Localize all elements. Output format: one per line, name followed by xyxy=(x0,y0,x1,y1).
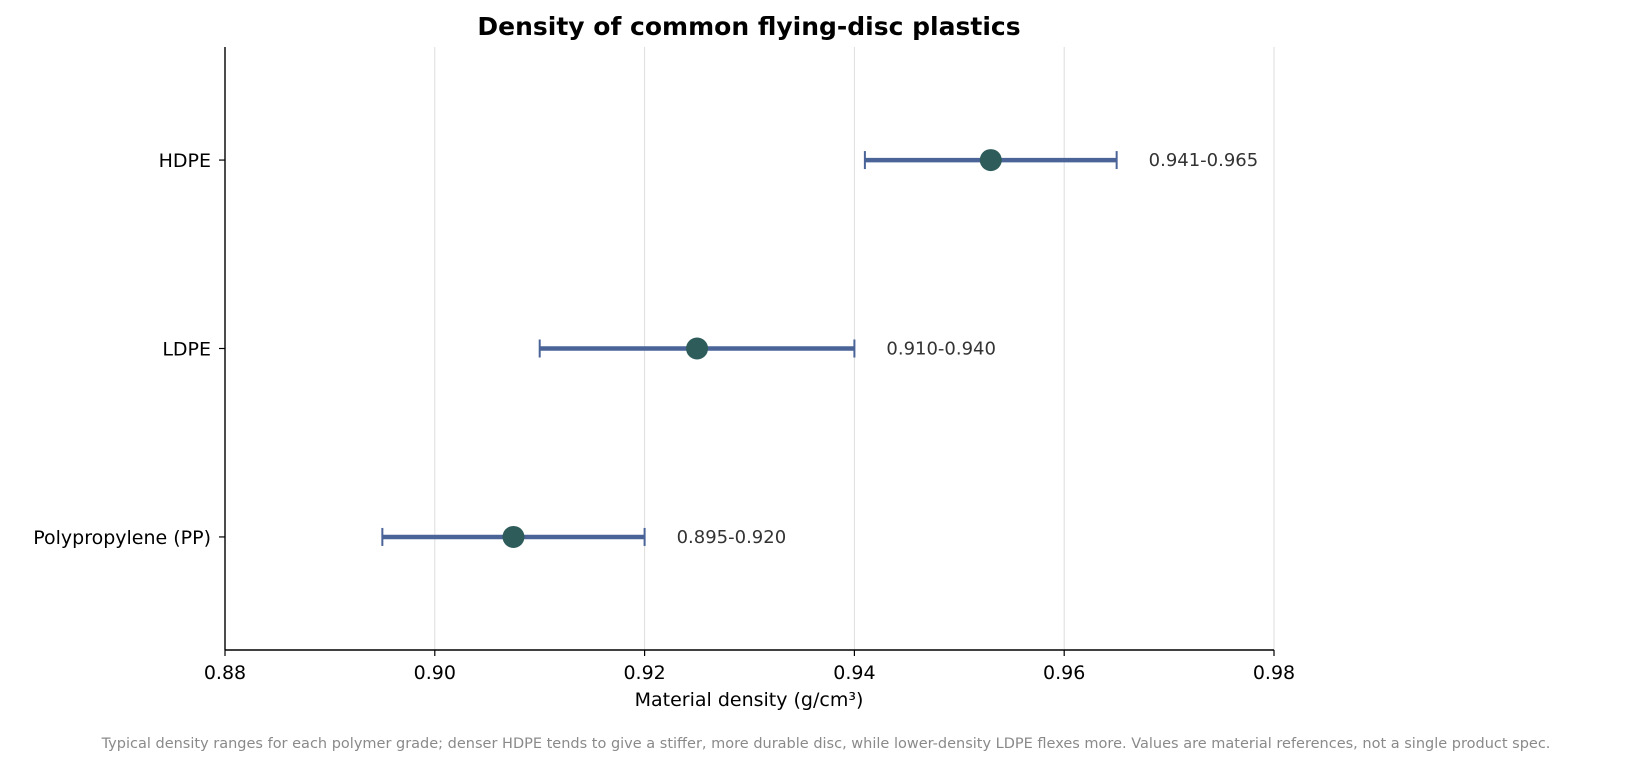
y-tick-label: HDPE xyxy=(159,150,211,172)
range-label: 0.910-0.940 xyxy=(886,339,996,360)
x-tick-label: 0.94 xyxy=(833,662,875,684)
range-bars: 0.895-0.920 0.910-0.940 0.941-0.965 xyxy=(381,149,1259,548)
midpoint-marker xyxy=(686,337,709,360)
x-axis-label: Material density (g/cm³) xyxy=(635,689,864,711)
x-tick-label: 0.96 xyxy=(1043,662,1085,684)
range-label: 0.895-0.920 xyxy=(677,527,787,548)
axes: 0.88 0.90 0.92 0.94 0.96 0.98 Polypropylene (P… xyxy=(33,47,1295,684)
x-tick-label: 0.98 xyxy=(1253,662,1295,684)
y-tick-label: Polypropylene (PP) xyxy=(33,527,211,549)
midpoint-marker xyxy=(502,525,525,548)
chart-title: Density of common flying-disc plastics xyxy=(477,12,1020,41)
y-tick-label: LDPE xyxy=(162,339,211,361)
x-tick-label: 0.90 xyxy=(414,662,456,684)
midpoint-marker xyxy=(979,149,1002,172)
caption: Typical density ranges for each polymer … xyxy=(101,736,1551,752)
range-label: 0.941-0.965 xyxy=(1149,150,1259,171)
x-tick-label: 0.92 xyxy=(623,662,665,684)
x-tick-label: 0.88 xyxy=(204,662,246,684)
